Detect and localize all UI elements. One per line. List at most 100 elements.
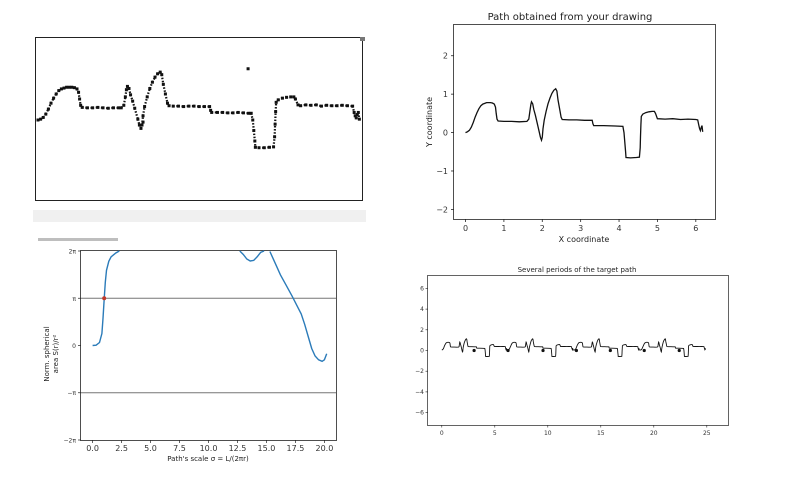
drawing-stroke [146,88,151,98]
periods-ytick-label: 2 [420,327,424,334]
drawing-canvas-panel[interactable] [33,37,366,222]
drawing-stroke [166,102,170,107]
periods-ytick-label: 6 [420,285,424,292]
area-ytick-label: −π [67,390,76,397]
drawing-stroke [275,99,280,104]
drawing-stroke [148,81,154,89]
drawing-stroke [76,88,80,93]
periods-ytick-label: 0 [420,348,424,355]
path-xtick-label: 2 [540,224,545,233]
area-xtick-label: 0.0 [86,444,99,453]
periods-chart-title: Several periods of the target path [518,266,637,274]
path-ytick-label: 0 [443,129,448,138]
drawing-stroke [253,140,257,148]
drawing-stroke [61,87,65,90]
path-xtick-label: 5 [655,224,660,233]
drawing-stroke [139,124,144,129]
periods-xtick-label: 20 [650,430,658,437]
area-xtick-label: 17.5 [287,444,305,453]
drawing-stroke [127,88,132,96]
periods-xtick-label: 5 [493,430,497,437]
drawing-stroke [78,98,82,106]
drawing-stroke [277,97,283,101]
drawing-stroke [37,118,41,122]
area-chart-xlabel: Path's scale σ = L/(2πr) [167,455,249,463]
path-ytick-label: 2 [443,52,448,61]
drawing-stroke [133,107,139,120]
drawing-stroke [63,86,67,90]
area-xtick-label: 20.0 [316,444,334,453]
periods-marker-dot [506,348,510,353]
drawing-canvas-frame [35,37,363,201]
drawing-marker [141,120,145,124]
area-series-segment [239,250,265,262]
drawing-stroke [120,104,125,109]
periods-xtick-label: 15 [597,430,605,437]
periods-ytick-label: −4 [415,389,424,396]
drawing-stroke [297,103,301,107]
drawing-stroke [55,89,60,95]
area-chart-ylabel-line1: Norm. spherical [43,326,51,381]
drawing-stroke [52,93,58,99]
drawing-stroke [42,113,47,119]
path-xtick-label: 4 [616,224,621,233]
path-xtick-label: 0 [463,224,468,233]
drawing-stroke [321,104,327,108]
drawing-stroke [129,94,134,102]
periods-marker-dot [677,348,681,353]
area-xtick-label: 7.5 [173,444,186,453]
area-xtick-label: 10.0 [200,444,218,453]
drawing-stroke [79,104,84,109]
area-ytick-label: −2π [64,437,77,444]
path-xtick-label: 6 [693,224,698,233]
area-ytick-label: π [72,296,76,303]
periods-ytick-label: −6 [415,410,424,417]
path-chart-xlabel: X coordinate [559,235,610,244]
area-chart-frame [80,250,337,441]
drawing-stroke [159,71,163,76]
periods-markers [472,348,681,353]
periods-xtick-label: 25 [703,430,711,437]
drawing-stroke [122,96,127,106]
drawing-stroke [351,105,356,113]
drawing-stroke [274,111,277,125]
drawing-stroke [353,112,357,117]
drawing-stroke [44,108,50,115]
drawing-stroke [273,124,277,137]
drawing-stroke [292,96,297,100]
area-series-marker [102,296,107,301]
area-xtick-label: 15.0 [258,444,276,453]
area-xtick-label: 2.5 [115,444,128,453]
canvas-corner-mark [360,37,365,41]
area-chart-partial-title [38,238,118,241]
drawing-stroke [357,112,361,120]
path-chart-ylabel: Y coordinate [425,97,434,148]
drawing-stroke [131,100,136,109]
area-series-lines [92,250,328,363]
path-chart-ticks: 0 1 2 3 4 5 6 −2 −1 0 1 2 [436,52,698,233]
drawing-stroke [58,87,62,92]
drawing-stroke [125,86,129,91]
drawing-stroke [126,85,130,90]
periods-chart-ticks: 0 5 10 15 20 25 −6 −4 −2 0 2 4 6 [415,285,711,437]
path-xtick-label: 1 [501,224,506,233]
drawing-stroke [300,103,306,107]
area-ytick-label: 2π [69,249,77,256]
drawing-stroke [77,92,81,100]
path-ytick-label: 1 [443,90,448,99]
drawing-stroke [47,102,53,110]
spherical-area-chart: 0.0 2.5 5.0 7.5 10.0 12.5 15.0 17.5 20.0 −2π −π 0 π 2… [38,236,337,463]
drawing-stroke [50,97,55,104]
periods-xtick-label: 10 [544,430,552,437]
drawing-stroke [151,76,156,83]
area-xtick-label: 12.5 [229,444,247,453]
periods-marker-dot [642,348,646,353]
path-chart-title: Path obtained from your drawing [488,12,653,23]
drawing-stroke [282,96,287,100]
periods-ytick-label: −2 [415,368,424,375]
canvas-bottom-shadow [33,210,366,222]
drawing-marker [246,67,250,71]
area-chart-ticks: 0.0 2.5 5.0 7.5 10.0 12.5 15.0 17.5 20.0 −2π −π 0 π 2… [64,249,334,453]
drawing-stroke [40,116,44,121]
path-series-line [465,87,704,159]
